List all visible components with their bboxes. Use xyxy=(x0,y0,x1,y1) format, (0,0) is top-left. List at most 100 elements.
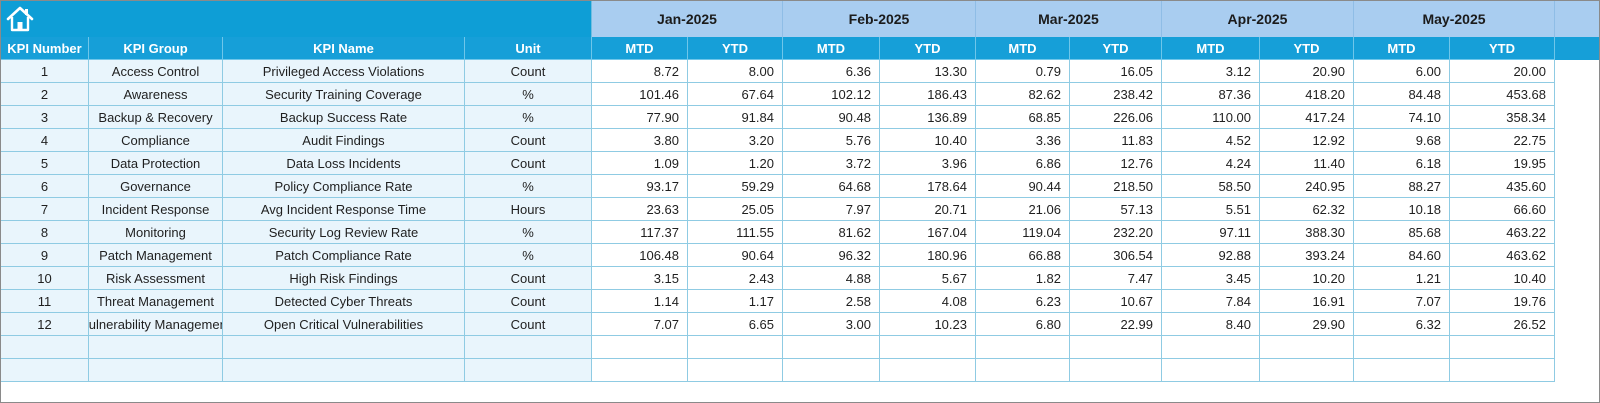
cell-text: Access Control xyxy=(111,63,200,79)
cell-text: 106.48 xyxy=(639,247,679,263)
label-cell: % xyxy=(465,106,592,129)
column-header: KPI Number xyxy=(1,37,89,60)
cell-text: 6.32 xyxy=(1415,316,1441,332)
cell-text: % xyxy=(522,109,534,125)
cell-text: 1.21 xyxy=(1415,270,1441,286)
empty-cell xyxy=(688,359,783,382)
column-header: KPI Name xyxy=(223,37,465,60)
value-cell: 87.36 xyxy=(1162,83,1260,106)
value-cell: 1.17 xyxy=(688,290,783,313)
value-cell: 66.60 xyxy=(1450,198,1555,221)
cell-text: 238.42 xyxy=(1113,86,1153,102)
month-header: Feb-2025 xyxy=(783,1,976,37)
empty-cell xyxy=(1,336,89,359)
cell-text: Audit Findings xyxy=(302,132,385,148)
cell-text: 11.40 xyxy=(1313,155,1345,171)
cell-text: Monitoring xyxy=(125,224,186,240)
cell-text: 3.00 xyxy=(845,316,871,332)
value-cell: 58.50 xyxy=(1162,175,1260,198)
cell-text: 3.45 xyxy=(1225,270,1251,286)
label-cell: Access Control xyxy=(89,60,223,83)
value-cell: 119.04 xyxy=(976,221,1070,244)
cell-text: 10.40 xyxy=(934,132,967,148)
label-cell: Compliance xyxy=(89,129,223,152)
value-cell: 101.46 xyxy=(592,83,688,106)
value-cell: 11.40 xyxy=(1260,152,1354,175)
value-cell: 57.13 xyxy=(1070,198,1162,221)
value-cell: 12.92 xyxy=(1260,129,1354,152)
home-icon[interactable] xyxy=(5,5,35,33)
label-cell: Monitoring xyxy=(89,221,223,244)
cell-text: 90.48 xyxy=(838,109,871,125)
column-header: YTD xyxy=(1450,37,1555,60)
cell-text: Backup & Recovery xyxy=(98,109,213,125)
value-cell: 64.68 xyxy=(783,175,880,198)
cell-text: 3.36 xyxy=(1035,132,1061,148)
value-cell: 13.30 xyxy=(880,60,976,83)
cell-text: 4.88 xyxy=(845,270,871,286)
label-cell: Count xyxy=(465,129,592,152)
value-cell: 77.90 xyxy=(592,106,688,129)
cell-text: 16.05 xyxy=(1120,63,1153,79)
cell-text: 8.40 xyxy=(1225,316,1251,332)
value-cell: 463.62 xyxy=(1450,244,1555,267)
value-cell: 306.54 xyxy=(1070,244,1162,267)
value-cell: 9.68 xyxy=(1354,129,1450,152)
column-header: MTD xyxy=(592,37,688,60)
value-cell: 1.09 xyxy=(592,152,688,175)
cell-text: Hours xyxy=(510,201,546,217)
cell-text: Security Log Review Rate xyxy=(268,224,419,240)
cell-text: Avg Incident Response Time xyxy=(260,201,427,217)
cell-text: 178.64 xyxy=(927,178,967,194)
cell-text: 90.64 xyxy=(741,247,774,263)
cell-text: 92.88 xyxy=(1218,247,1251,263)
value-cell: 20.90 xyxy=(1260,60,1354,83)
cell-text: 84.60 xyxy=(1408,247,1441,263)
value-cell: 7.07 xyxy=(1354,290,1450,313)
value-cell: 2.43 xyxy=(688,267,783,290)
label-cell: 2 xyxy=(1,83,89,106)
cell-text: 1.09 xyxy=(653,155,679,171)
value-cell: 59.29 xyxy=(688,175,783,198)
value-cell: 20.71 xyxy=(880,198,976,221)
cell-text: 12 xyxy=(37,316,52,332)
label-cell: Open Critical Vulnerabilities xyxy=(223,313,465,336)
cell-text: 22.99 xyxy=(1120,316,1153,332)
value-cell: 102.12 xyxy=(783,83,880,106)
cell-text: YTD xyxy=(1102,40,1129,56)
cell-text: 3.15 xyxy=(653,270,679,286)
value-cell: 2.58 xyxy=(783,290,880,313)
header-filler xyxy=(1555,1,1599,37)
value-cell: 106.48 xyxy=(592,244,688,267)
cell-text: 66.88 xyxy=(1028,247,1061,263)
cell-text: 6.80 xyxy=(1035,316,1061,332)
label-cell: Backup Success Rate xyxy=(223,106,465,129)
cell-text: 102.12 xyxy=(831,86,871,102)
value-cell: 117.37 xyxy=(592,221,688,244)
label-cell: Security Training Coverage xyxy=(223,83,465,106)
cell-text: 10.20 xyxy=(1312,270,1345,286)
cell-text: 117.37 xyxy=(640,224,679,240)
cell-text: 87.36 xyxy=(1218,86,1251,102)
cell-text: 10.40 xyxy=(1513,270,1546,286)
empty-cell xyxy=(465,336,592,359)
cell-text: Jan-2025 xyxy=(657,11,717,27)
value-cell: 3.45 xyxy=(1162,267,1260,290)
label-cell: Awareness xyxy=(89,83,223,106)
cell-text: 2.43 xyxy=(748,270,774,286)
cell-text: KPI Group xyxy=(123,40,188,56)
cell-text: 11.83 xyxy=(1121,132,1153,148)
cell-text: 6.86 xyxy=(1035,155,1061,171)
value-cell: 358.34 xyxy=(1450,106,1555,129)
value-cell: 19.95 xyxy=(1450,152,1555,175)
empty-cell xyxy=(223,359,465,382)
value-cell: 186.43 xyxy=(880,83,976,106)
label-cell: 7 xyxy=(1,198,89,221)
cell-text: Privileged Access Violations xyxy=(262,63,425,79)
cell-text: Risk Assessment xyxy=(106,270,205,286)
cell-text: 58.50 xyxy=(1218,178,1251,194)
empty-cell xyxy=(1354,336,1450,359)
value-cell: 7.47 xyxy=(1070,267,1162,290)
value-cell: 6.32 xyxy=(1354,313,1450,336)
